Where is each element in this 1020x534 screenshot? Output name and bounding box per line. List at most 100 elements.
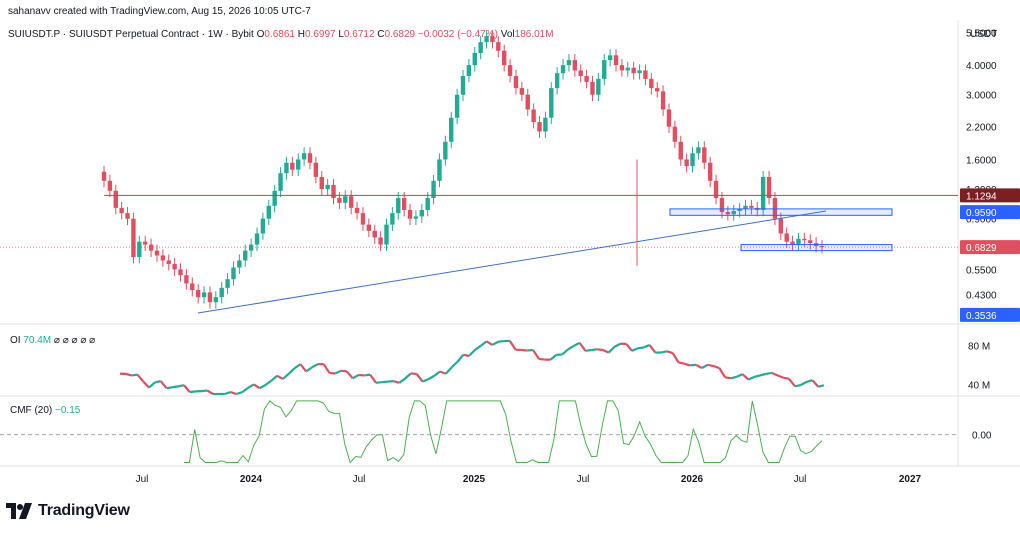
price-tick-label: 0.9000 xyxy=(966,215,997,226)
candle-body xyxy=(154,250,160,256)
candle-body xyxy=(313,162,319,177)
currency-label: USDT xyxy=(970,29,997,40)
oi-segment xyxy=(253,383,261,390)
oi-segment xyxy=(573,341,581,347)
candle-body xyxy=(796,238,801,245)
price-tick-label: 5.5000 xyxy=(966,28,997,39)
high-value: 0.6997 xyxy=(304,29,336,40)
oi-segment xyxy=(433,370,441,377)
oi-segment xyxy=(648,344,657,354)
candle-body xyxy=(449,117,454,142)
time-tick-label: Jul xyxy=(577,474,590,485)
candle-body xyxy=(496,42,501,51)
candle-body xyxy=(725,212,731,215)
time-tick-label: Jul xyxy=(136,474,149,485)
oi-segment xyxy=(759,372,767,377)
price-tick-label: 4.0000 xyxy=(966,61,997,72)
price-badge-label: 1.1294 xyxy=(966,191,997,202)
candle-body xyxy=(772,198,778,219)
candle-body xyxy=(678,141,683,160)
candle-body xyxy=(119,207,124,214)
support-zone xyxy=(740,244,893,252)
oi-segment xyxy=(287,367,296,375)
candle-body xyxy=(113,190,118,208)
candle-body xyxy=(560,65,566,74)
candle-body xyxy=(790,241,795,245)
candle-body xyxy=(478,42,483,53)
oi-segment xyxy=(485,340,493,346)
chart-canvas[interactable]: USDT5.50004.00003.00002.20001.60001.2000… xyxy=(0,0,1020,500)
oi-segment xyxy=(340,369,348,373)
candle-body xyxy=(325,184,330,190)
oi-segment xyxy=(549,353,558,361)
oi-segment xyxy=(282,373,290,380)
candle-body xyxy=(760,176,766,210)
price-tick-label: 3.0000 xyxy=(966,91,997,102)
oi-segment xyxy=(596,348,604,352)
candle-body xyxy=(213,297,219,303)
oi-segment xyxy=(201,389,208,393)
candle-body xyxy=(225,279,230,288)
oi-segment xyxy=(381,380,388,384)
oi-segment xyxy=(404,372,412,380)
oi-segment xyxy=(585,348,592,352)
candle-body xyxy=(343,196,348,203)
oi-segment xyxy=(236,391,243,396)
oi-segment xyxy=(498,339,505,343)
candle-body xyxy=(378,237,383,245)
oi-segment xyxy=(817,384,825,388)
oi-segment xyxy=(136,373,145,383)
candle-body xyxy=(784,233,789,242)
time-tick-label: 2025 xyxy=(463,474,486,485)
oi-segment xyxy=(427,374,435,381)
candle-body xyxy=(301,153,307,160)
candle-body xyxy=(819,246,825,248)
close-value: 0.6829 xyxy=(384,29,416,40)
candle-body xyxy=(749,205,754,208)
cmf-label: CMF (20) xyxy=(10,405,53,416)
candle-body xyxy=(284,162,289,174)
oi-segment xyxy=(695,363,703,369)
brand: TradingView xyxy=(6,502,130,520)
candle-body xyxy=(207,292,213,303)
oi-segment xyxy=(660,350,668,354)
time-tick-label: 2027 xyxy=(899,474,922,485)
oi-segment xyxy=(468,349,476,357)
candle-body xyxy=(696,147,701,154)
candle-body xyxy=(643,70,648,79)
candle-body xyxy=(131,218,136,258)
candle-body xyxy=(631,67,636,74)
candle-body xyxy=(431,180,436,199)
candle-body xyxy=(490,36,495,43)
oi-segment xyxy=(166,386,173,390)
oi-segment xyxy=(521,348,528,352)
oi-segment xyxy=(398,377,406,384)
candle-body xyxy=(513,75,519,89)
candle-body xyxy=(802,238,807,241)
candle-body xyxy=(596,78,601,95)
candle-body xyxy=(266,205,271,219)
oi-segment xyxy=(410,372,417,376)
candle-body xyxy=(319,176,324,190)
candle-body xyxy=(101,171,107,181)
candle-body xyxy=(460,75,466,95)
candle-body xyxy=(278,173,283,191)
candle-body xyxy=(237,260,242,268)
price-badge-label: 0.3536 xyxy=(966,311,997,322)
oi-segment xyxy=(730,375,738,380)
candle-body xyxy=(290,162,295,170)
oi-segment xyxy=(602,349,610,354)
candle-body xyxy=(396,198,401,214)
oi-segment xyxy=(794,383,801,388)
candle-body xyxy=(419,209,425,217)
candle-body xyxy=(201,292,207,298)
candle-body xyxy=(425,198,430,210)
candle-body xyxy=(472,52,477,66)
candle-body xyxy=(160,255,166,261)
oi-segment xyxy=(439,370,447,375)
oi-segment xyxy=(334,369,342,375)
candle-body xyxy=(519,88,525,95)
oi-segment xyxy=(172,385,179,389)
candle-body xyxy=(625,67,630,71)
oi-segment xyxy=(154,380,161,384)
